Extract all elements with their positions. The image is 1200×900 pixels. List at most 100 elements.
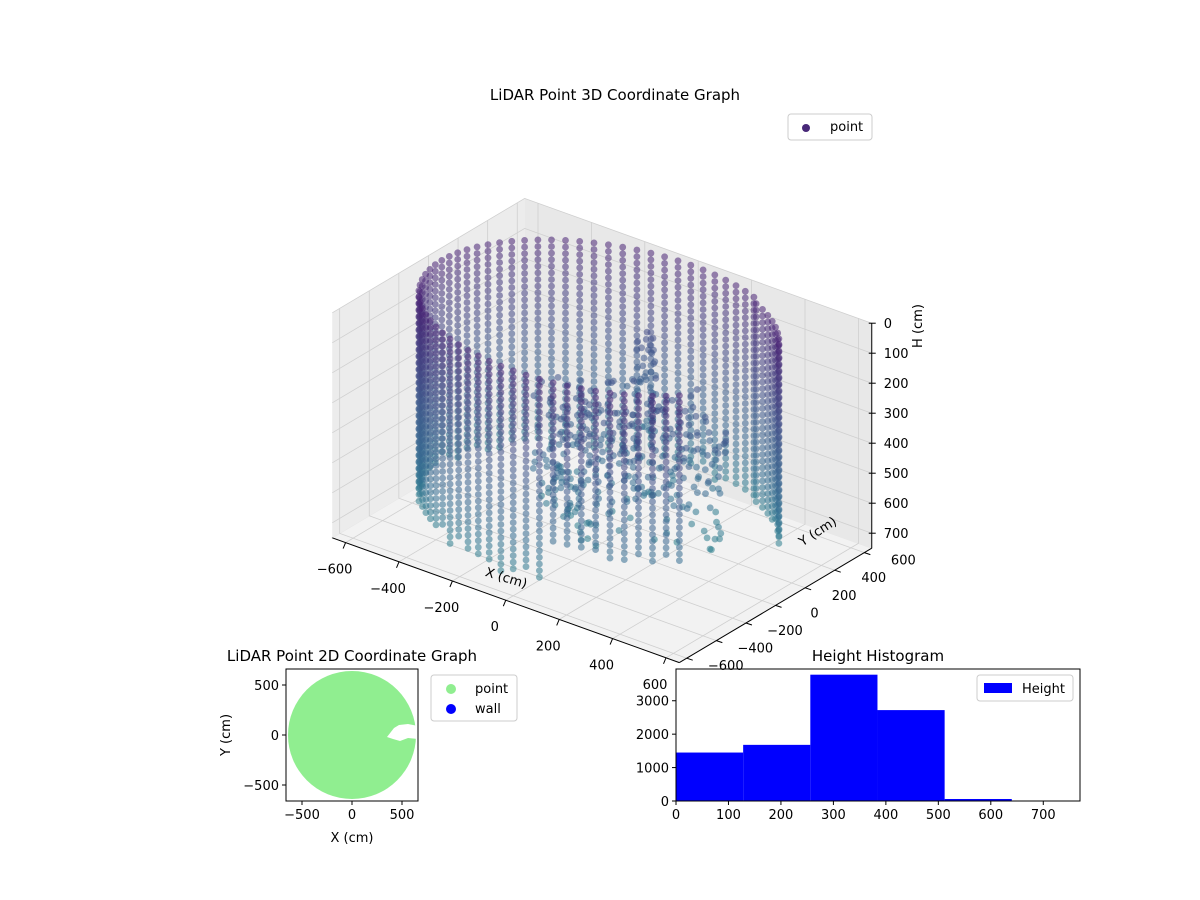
chart-3d-point (548, 322, 555, 330)
chart-3d-point (473, 269, 481, 277)
chart-3d-point (712, 456, 720, 464)
chart-3d-point (722, 342, 730, 350)
chart-3d-point (484, 313, 492, 321)
chart-3d-point (604, 379, 612, 386)
chart-3d-point (509, 413, 517, 421)
chart-3d-point (485, 516, 493, 523)
chart-2d-legend-label-wall: wall (475, 702, 501, 717)
chart-3d-point (509, 512, 517, 520)
chart-3d-y-tick (745, 622, 753, 626)
chart-3d-point (563, 428, 571, 436)
chart-3d-point (661, 293, 668, 300)
chart-3d-point (752, 485, 760, 492)
chart-3d-point (699, 391, 707, 399)
chart-3d-point (418, 276, 426, 283)
histogram-bar (743, 744, 811, 801)
histogram-bar (877, 710, 945, 801)
chart-3d-point (687, 261, 695, 269)
chart-3d-point (699, 405, 707, 412)
chart-3d-point (649, 465, 656, 473)
chart-3d-point (643, 417, 651, 425)
chart-3d-point (711, 396, 719, 404)
chart-3d-point (619, 309, 627, 317)
chart-3d-point (669, 430, 677, 438)
histogram-x-tick-label: 600 (978, 808, 1003, 823)
chart-3d-point (474, 550, 482, 558)
chart-3d-point (438, 323, 446, 330)
chart-3d-point (752, 372, 760, 380)
chart-3d-point (419, 305, 426, 312)
chart-3d-point (521, 237, 528, 244)
chart-3d-point (649, 419, 656, 426)
chart-3d-point (536, 395, 543, 403)
chart-3d-point (674, 336, 682, 344)
chart-3d-point (431, 281, 439, 288)
chart-3d-point (496, 252, 503, 260)
chart-3d-point (577, 392, 585, 399)
chart-3d-point (741, 452, 749, 460)
chart-3d-point (741, 400, 749, 407)
chart-3d-point (509, 519, 517, 526)
chart-3d-point (674, 316, 682, 324)
chart-3d-point (711, 403, 719, 411)
chart-3d-point (699, 266, 707, 274)
chart-3d-point (668, 482, 675, 489)
chart-3d-point (605, 267, 612, 275)
chart-3d-point (592, 486, 599, 494)
chart-3d-point (562, 256, 569, 264)
chart-3d-point (693, 386, 701, 393)
chart-3d-point (674, 382, 682, 390)
chart-3d-point (641, 489, 649, 497)
chart-3d-point (455, 446, 463, 454)
chart-3d-point (548, 269, 555, 277)
chart-3d-point (509, 525, 517, 533)
chart-3d-point (432, 349, 440, 357)
chart-3d-point (722, 421, 730, 429)
chart-3d-point (548, 335, 555, 343)
chart-3d-point (752, 333, 760, 340)
chart-3d-point (687, 268, 695, 276)
chart-3d-point (455, 400, 463, 408)
chart-3d-point (711, 416, 719, 424)
chart-3d-point (439, 402, 446, 409)
chart-3d-point (649, 425, 656, 433)
chart-3d-point (711, 271, 719, 279)
chart-3d-point (629, 411, 637, 419)
chart-3d-point (576, 284, 584, 291)
chart-3d-point (699, 352, 707, 360)
chart-3d-point (549, 478, 557, 486)
chart-3d-point (662, 485, 670, 492)
chart-3d-point (562, 243, 569, 251)
chart-3d-point (676, 550, 683, 558)
chart-3d-point (536, 408, 543, 416)
chart-3d-point (485, 364, 493, 372)
chart-3d-point (431, 300, 439, 308)
chart-3d-point (732, 341, 740, 349)
chart-3d-point (687, 360, 695, 368)
chart-3d-point (732, 361, 740, 369)
chart-3d-point (687, 374, 695, 381)
chart-3d-point (427, 508, 434, 516)
chart-3d-point (536, 514, 543, 522)
chart-3d-point (455, 367, 463, 375)
chart-3d-point (508, 350, 516, 357)
chart-3d-point (432, 356, 440, 364)
chart-3d-point (521, 336, 528, 343)
chart-3d-point (563, 527, 571, 535)
chart-3d-point (497, 560, 505, 568)
chart-3d-point (759, 418, 766, 425)
chart-3d-point (484, 300, 492, 308)
chart-3d-point (536, 382, 543, 390)
chart-3d-point (563, 488, 571, 495)
chart-3d-point (534, 355, 542, 363)
chart-3d-point (484, 274, 492, 281)
chart-3d-x-tick (396, 561, 400, 568)
chart-3d-point (439, 375, 446, 383)
chart-3d-point (639, 362, 647, 370)
chart-3d-point (592, 500, 599, 507)
chart-3d-point (577, 398, 585, 406)
chart-3d-point (438, 309, 446, 317)
chart-3d-point (699, 438, 707, 445)
chart-3d-point (650, 346, 657, 354)
chart-3d-point (577, 377, 585, 385)
